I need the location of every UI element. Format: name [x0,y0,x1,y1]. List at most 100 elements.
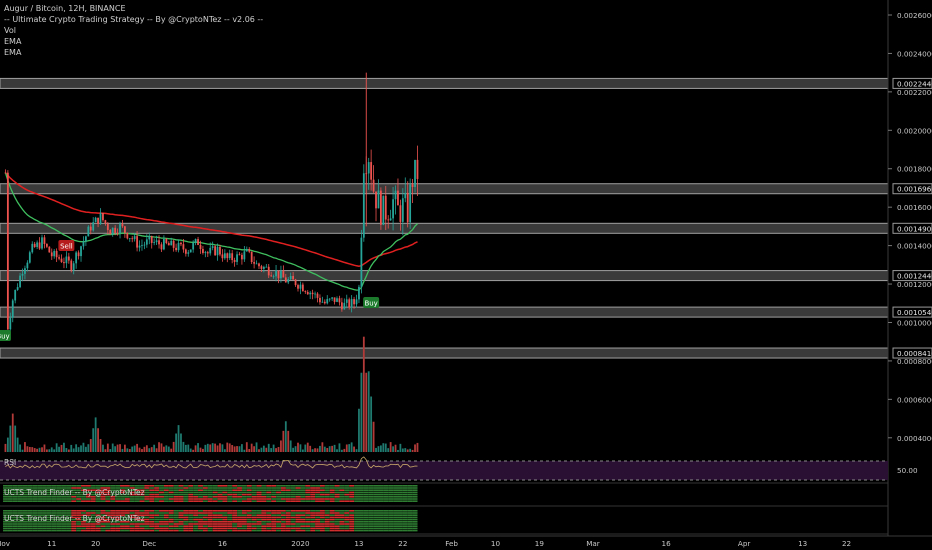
trend-cell [271,496,277,498]
trend-cell [46,525,52,527]
candle-body [209,247,212,254]
time-axis[interactable]: Nov1120Dec1620201322Feb1019Mar16Apr1322 [0,535,932,548]
candle-body [194,239,197,243]
trend-cell [368,512,374,514]
trend-cell [22,489,28,491]
trend-cell [95,525,101,527]
trend-cell [105,527,111,530]
trend-cell [27,485,33,487]
trend-cell [17,527,23,530]
trend-cell [22,491,28,494]
volume-bar [72,448,75,452]
trend-cell [3,496,8,498]
time-tick-label: Dec [142,539,156,548]
trend-cell [3,498,8,500]
trend-cell [251,487,257,489]
trend-cell [42,510,47,512]
trend-cell [144,523,150,525]
trend-cell [315,523,321,525]
candle-body [133,236,136,240]
trend-cell [300,523,306,525]
trend-cell [124,493,130,496]
trend-cell [12,527,18,530]
trend-cell [354,523,360,525]
trend-cell [310,525,316,527]
trend-cell [251,516,257,519]
legend-strategy[interactable]: -- Ultimate Crypto Trading Strategy -- B… [4,15,264,24]
trend-cell [124,529,130,532]
signal-label: Buy [364,300,377,308]
candle-body [370,162,373,180]
legend-symbol[interactable]: Augur / Bitcoin, 12H, BINANCE [4,4,126,13]
trend-cell [217,491,223,494]
trend-cell [397,529,403,532]
trend-cell [407,516,413,519]
trend-cell [149,489,155,491]
trend-cell [412,498,418,500]
trend-cell [56,521,62,523]
trend-cell [81,500,86,502]
trend-cell [232,500,238,502]
legend-ema-2[interactable]: EMA [4,48,22,57]
trend-cell [37,523,43,525]
ema-slow-path [4,172,418,267]
trend-cell [246,521,252,523]
trend-cell [310,493,316,496]
trend-cell [212,498,218,500]
trend-cell [134,514,140,516]
trend-cell [207,500,213,502]
trend-cell [115,496,121,498]
trend-cell [402,489,408,491]
volume-bar [160,443,163,452]
time-tick-label: 13 [354,539,363,548]
trend-cell [212,487,218,489]
trend-cell [110,496,116,498]
trend-cell [358,487,364,489]
volume-bar [362,336,365,452]
trend-cell [90,489,96,491]
price-tick-label: 0.00180000 [897,165,932,174]
candle-body [172,240,175,248]
trend-cell [222,491,228,494]
sr-level-label: 0.00084100 [897,349,932,358]
trend-cell [134,523,140,525]
time-tick-label: 2020 [291,539,310,548]
trend-cell [46,516,52,519]
trend-cell [266,487,272,489]
candle-body [150,236,153,243]
trend-cell [237,487,242,489]
trend-cell [363,493,369,496]
trend-cell [12,518,18,521]
trend-cell [271,514,277,516]
trend-cell [37,489,43,491]
trend-cell [300,491,306,494]
trend-cell [27,510,33,512]
trend-cell [280,493,286,496]
trend-cell [129,527,135,530]
trend-cell [324,521,330,523]
trend-cell [110,489,116,491]
trend-cell [37,500,43,502]
trend-cell [17,498,23,500]
volume-bar [206,443,209,452]
price-axis[interactable]: 0.002600000.002400000.002200000.00200000… [887,0,932,536]
candle-body [177,242,180,251]
volume-bar [348,444,351,452]
trend-cell [110,493,116,496]
legend-ema-1[interactable]: EMA [4,37,22,46]
trend-cell [397,523,403,525]
trend-cell [256,487,262,489]
legend-vol[interactable]: Vol [4,26,16,35]
trend-cell [261,485,267,487]
trend-cell [393,525,399,527]
volume-bar [199,447,202,452]
trend-cell [256,510,262,512]
trend-cell [363,489,369,491]
trend-cell [295,527,301,530]
trend-cell [173,489,179,491]
trend-cell [56,523,62,525]
trend-cell [207,512,213,514]
trend-cell [7,518,13,521]
trend-cell [71,489,77,491]
